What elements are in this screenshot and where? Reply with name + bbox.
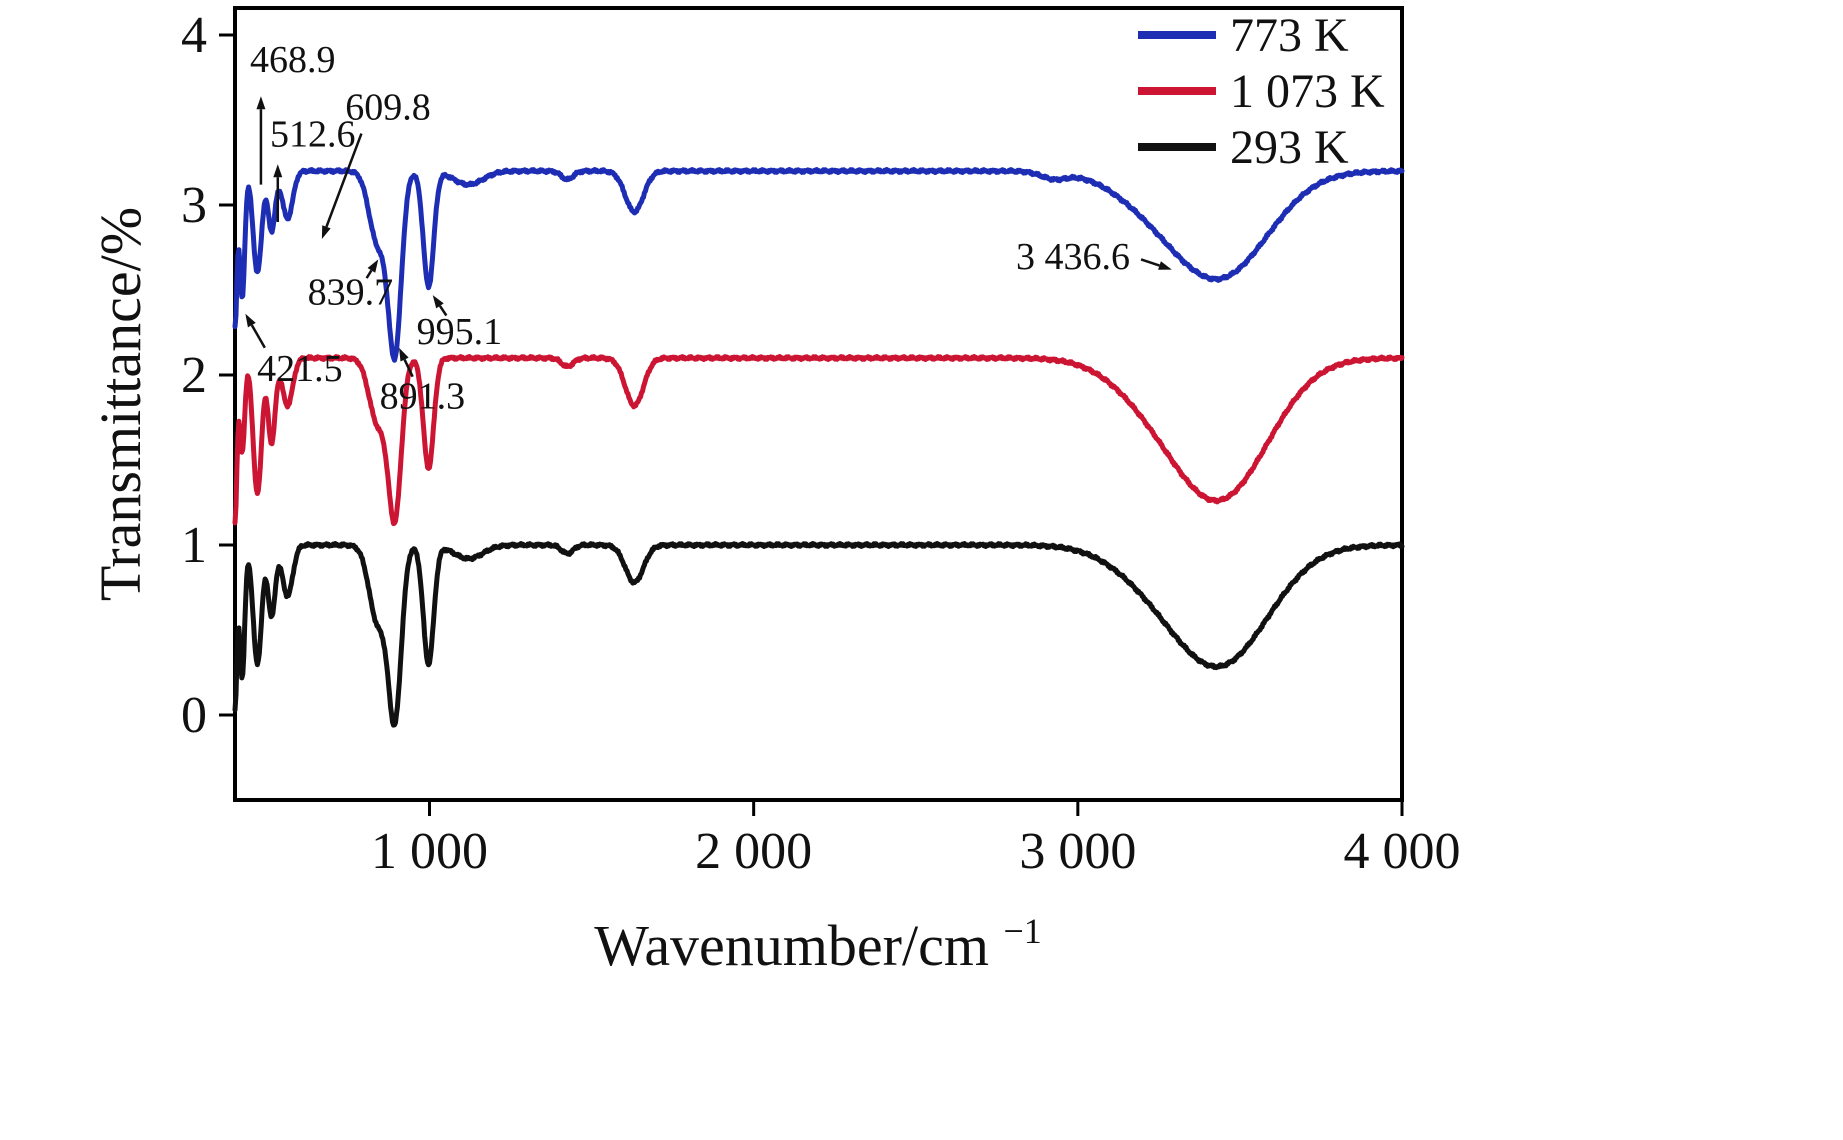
series-line-1073K [232, 354, 1405, 527]
legend-label-293K: 293 K [1230, 121, 1349, 174]
series-layer [232, 167, 1405, 728]
y-axis-title: Transmittance/% [88, 207, 153, 601]
peak-label: 421.5 [257, 348, 343, 390]
peak-arrow-line [250, 324, 266, 349]
x-tick-label: 2 000 [695, 823, 812, 880]
y-tick-label: 0 [181, 687, 207, 744]
x-tick-label: 1 000 [371, 823, 488, 880]
peak-arrow-line [365, 269, 373, 279]
peak-label: 512.6 [270, 114, 356, 156]
peak-label: 3 436.6 [1016, 236, 1130, 278]
peak-arrow-line [1140, 258, 1160, 267]
peak-arrow-head [245, 313, 256, 328]
peak-arrow-head [321, 225, 331, 239]
y-tick-label: 2 [181, 347, 207, 404]
peak-arrow-line [325, 133, 363, 228]
peak-label: 839.7 [308, 272, 394, 314]
peak-arrow-head [399, 347, 409, 362]
peak-label: 468.9 [250, 39, 336, 81]
legend-label-1073K: 1 073 K [1230, 65, 1385, 118]
peak-arrow-head [256, 96, 266, 110]
peak-arrow-head [432, 295, 444, 309]
y-tick-label: 1 [181, 517, 207, 574]
x-axis-title-main: Wavenumber/cm [594, 913, 989, 978]
peak-label: 995.1 [417, 311, 503, 353]
y-tick-label: 4 [181, 7, 207, 64]
x-axis-title-sup: −1 [1003, 911, 1041, 951]
axes-layer: 1 000 2 000 3 000 4 000 0 1 2 3 4 [181, 6, 1461, 880]
series-line-773K [232, 167, 1405, 363]
peak-label: 609.8 [345, 86, 431, 128]
peak-arrow-head [367, 259, 379, 273]
legend-label-773K: 773 K [1230, 9, 1349, 62]
peak-label: 891.3 [380, 375, 466, 417]
x-tick-label: 4 000 [1344, 823, 1461, 880]
peak-arrow-head [273, 164, 283, 178]
x-axis-title: Wavenumber/cm −1 [594, 911, 1042, 978]
y-tick-label: 3 [181, 177, 207, 234]
peak-arrow-head [1158, 261, 1172, 270]
peak-arrow-line [438, 305, 448, 317]
peak-arrow-line [403, 359, 414, 378]
x-tick-label: 3 000 [1019, 823, 1136, 880]
series-line-293K [232, 541, 1405, 728]
